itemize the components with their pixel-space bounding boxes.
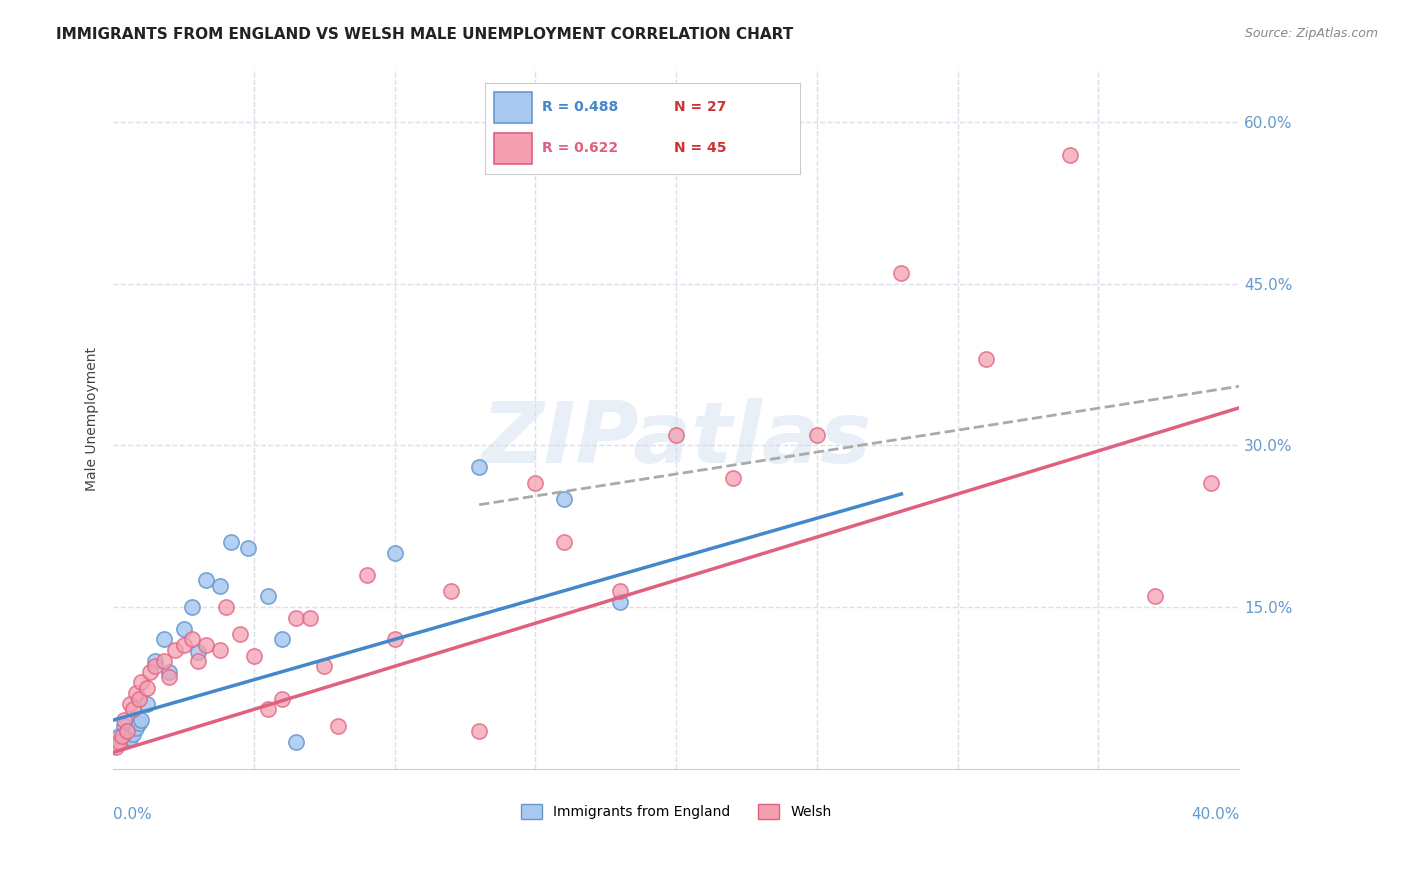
Point (721, 471, 744, 485)
Point (122, 727, 145, 741)
Point (609, 595, 631, 609)
Point (1143, 589, 1166, 603)
Point (128, 716, 150, 731)
Point (468, 723, 491, 738)
Point (128, 691, 150, 706)
Point (665, 427, 688, 442)
Point (384, 632, 406, 647)
Point (609, 583, 631, 598)
Point (806, 427, 828, 442)
Text: 0.0%: 0.0% (114, 807, 152, 822)
Point (890, 266, 912, 280)
Text: IMMIGRANTS FROM ENGLAND VS WELSH MALE UNEMPLOYMENT CORRELATION CHART: IMMIGRANTS FROM ENGLAND VS WELSH MALE UN… (56, 27, 793, 42)
Y-axis label: Male Unemployment: Male Unemployment (86, 347, 100, 491)
Point (125, 721, 148, 735)
Point (271, 632, 294, 647)
Point (257, 702, 280, 716)
Point (257, 589, 280, 603)
Point (120, 697, 142, 711)
Point (468, 460, 491, 475)
Point (314, 659, 336, 673)
Point (384, 546, 406, 560)
Point (131, 675, 153, 690)
Point (122, 702, 145, 716)
Point (114, 713, 136, 727)
Point (243, 648, 266, 663)
Point (136, 681, 159, 695)
Text: Source: ZipAtlas.com: Source: ZipAtlas.com (1244, 27, 1378, 40)
Point (215, 600, 238, 615)
Point (173, 638, 195, 652)
Point (165, 643, 187, 657)
Point (181, 600, 204, 615)
Point (108, 729, 131, 743)
Point (105, 740, 128, 755)
Point (108, 734, 131, 748)
Point (1199, 476, 1222, 491)
Point (299, 611, 322, 625)
Point (153, 632, 176, 647)
Point (356, 567, 378, 582)
Point (117, 723, 139, 738)
Point (145, 659, 167, 673)
Point (221, 535, 243, 549)
Point (136, 697, 159, 711)
Point (117, 723, 139, 738)
Point (173, 622, 195, 636)
Point (553, 492, 575, 507)
Point (285, 734, 308, 748)
Point (145, 654, 167, 668)
Point (111, 734, 134, 748)
Point (159, 670, 181, 684)
Point (139, 665, 162, 679)
Point (187, 654, 209, 668)
Point (328, 718, 350, 732)
Point (125, 686, 148, 700)
Point (120, 731, 142, 746)
Point (114, 718, 136, 732)
Point (229, 627, 252, 641)
Point (553, 535, 575, 549)
Point (238, 541, 260, 555)
Point (195, 573, 218, 587)
Point (187, 645, 209, 659)
Point (159, 665, 181, 679)
Point (1059, 147, 1081, 161)
Text: 40.0%: 40.0% (1191, 807, 1239, 822)
Point (131, 713, 153, 727)
Point (440, 583, 463, 598)
Point (271, 691, 294, 706)
Point (111, 729, 134, 743)
Point (209, 643, 232, 657)
Point (524, 476, 547, 491)
Text: ZIPatlas: ZIPatlas (481, 398, 872, 481)
Point (209, 578, 232, 592)
Point (195, 638, 218, 652)
Point (181, 632, 204, 647)
Legend: Immigrants from England, Welsh: Immigrants from England, Welsh (516, 798, 837, 825)
Point (974, 352, 997, 367)
Point (285, 611, 308, 625)
Point (153, 654, 176, 668)
